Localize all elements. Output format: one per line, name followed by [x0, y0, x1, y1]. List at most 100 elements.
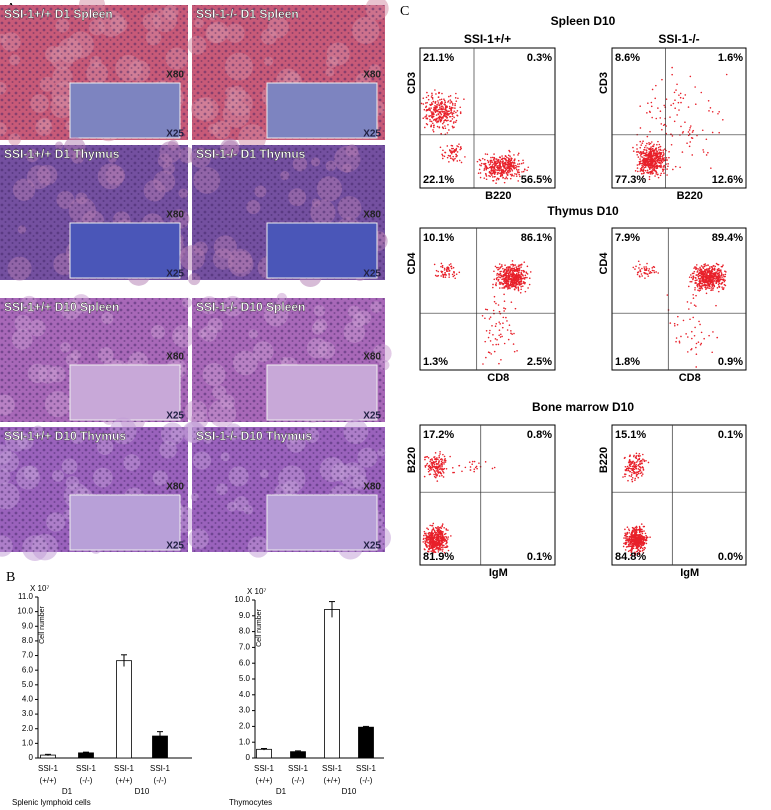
event-dot — [700, 265, 703, 267]
event-dot — [486, 167, 489, 169]
event-dot — [447, 123, 449, 126]
event-dot — [517, 154, 519, 156]
event-dot — [509, 155, 511, 157]
event-dot — [430, 110, 432, 113]
event-dot — [675, 89, 677, 91]
event-dot — [699, 274, 702, 277]
event-dot — [643, 268, 646, 270]
event-dot — [498, 334, 500, 337]
event-dot — [493, 166, 495, 169]
event-dot — [691, 131, 694, 133]
event-dot — [638, 160, 641, 163]
event-dot — [437, 537, 440, 540]
event-dot — [444, 461, 447, 463]
event-dot — [699, 277, 701, 280]
event-dot — [673, 322, 676, 325]
event-dot — [649, 536, 651, 538]
event-dot — [448, 161, 450, 163]
event-dot — [448, 95, 450, 98]
event-dot — [483, 158, 486, 161]
event-dot — [636, 170, 639, 173]
event-dot — [643, 530, 645, 532]
event-dot — [638, 525, 641, 528]
event-dot — [715, 275, 718, 277]
event-dot — [423, 108, 426, 111]
event-dot — [712, 331, 714, 333]
event-dot — [507, 154, 510, 157]
event-dot — [688, 129, 691, 131]
event-dot — [441, 126, 444, 129]
event-dot — [446, 156, 449, 159]
event-dot — [501, 287, 503, 289]
event-dot — [662, 170, 664, 172]
event-dot — [630, 475, 632, 478]
event-dot — [628, 537, 631, 540]
event-dot — [441, 459, 444, 461]
event-dot — [476, 467, 478, 470]
event-dot — [484, 164, 487, 167]
event-dot — [459, 111, 462, 113]
event-dot — [481, 314, 484, 317]
image-title: SSI-1+/+ D10 Spleen — [4, 300, 119, 314]
event-dot — [629, 549, 631, 552]
event-dot — [651, 168, 654, 170]
event-dot — [639, 472, 642, 475]
event-dot — [425, 539, 428, 541]
event-dot — [687, 106, 690, 108]
event-dot — [650, 157, 653, 160]
event-dot — [519, 278, 522, 280]
x-tick-label: (-/-) — [292, 776, 305, 785]
y-tick-label: 9.0 — [239, 611, 251, 620]
event-dot — [433, 126, 435, 129]
event-dot — [509, 274, 511, 277]
event-dot — [659, 110, 662, 112]
event-dot — [632, 150, 635, 152]
event-dot — [659, 166, 662, 168]
event-dot — [435, 544, 437, 547]
event-dot — [437, 104, 439, 106]
event-dot — [428, 115, 430, 118]
event-dot — [446, 117, 448, 119]
event-dot — [641, 475, 643, 477]
event-dot — [627, 550, 630, 553]
event-dot — [498, 167, 501, 169]
event-dot — [636, 540, 639, 543]
event-dot — [443, 269, 446, 271]
event-dot — [720, 283, 722, 285]
event-dot — [509, 267, 512, 269]
event-dot — [713, 284, 715, 287]
event-dot — [652, 166, 655, 168]
event-dot — [693, 270, 696, 273]
event-dot — [493, 295, 496, 298]
event-dot — [641, 156, 644, 158]
event-dot — [715, 271, 717, 274]
event-dot — [443, 267, 446, 270]
event-dot — [427, 465, 430, 467]
event-dot — [702, 271, 705, 273]
event-dot — [510, 157, 512, 159]
event-dot — [623, 542, 625, 545]
y-axis-label: B220 — [406, 447, 418, 473]
event-dot — [639, 546, 642, 549]
event-dot — [453, 271, 455, 273]
event-dot — [497, 343, 500, 346]
event-dot — [509, 159, 512, 162]
event-dot — [435, 548, 437, 550]
event-dot — [432, 527, 435, 529]
event-dot — [630, 536, 632, 539]
event-dot — [431, 466, 434, 469]
event-dot — [451, 145, 454, 147]
event-dot — [436, 537, 438, 539]
event-dot — [498, 168, 500, 171]
event-dot — [441, 467, 443, 470]
event-dot — [449, 157, 452, 159]
event-dot — [643, 548, 645, 551]
event-dot — [435, 527, 438, 529]
event-dot — [486, 153, 489, 156]
event-dot — [450, 535, 452, 537]
event-dot — [439, 535, 441, 538]
event-dot — [480, 162, 483, 165]
event-dot — [674, 99, 676, 101]
